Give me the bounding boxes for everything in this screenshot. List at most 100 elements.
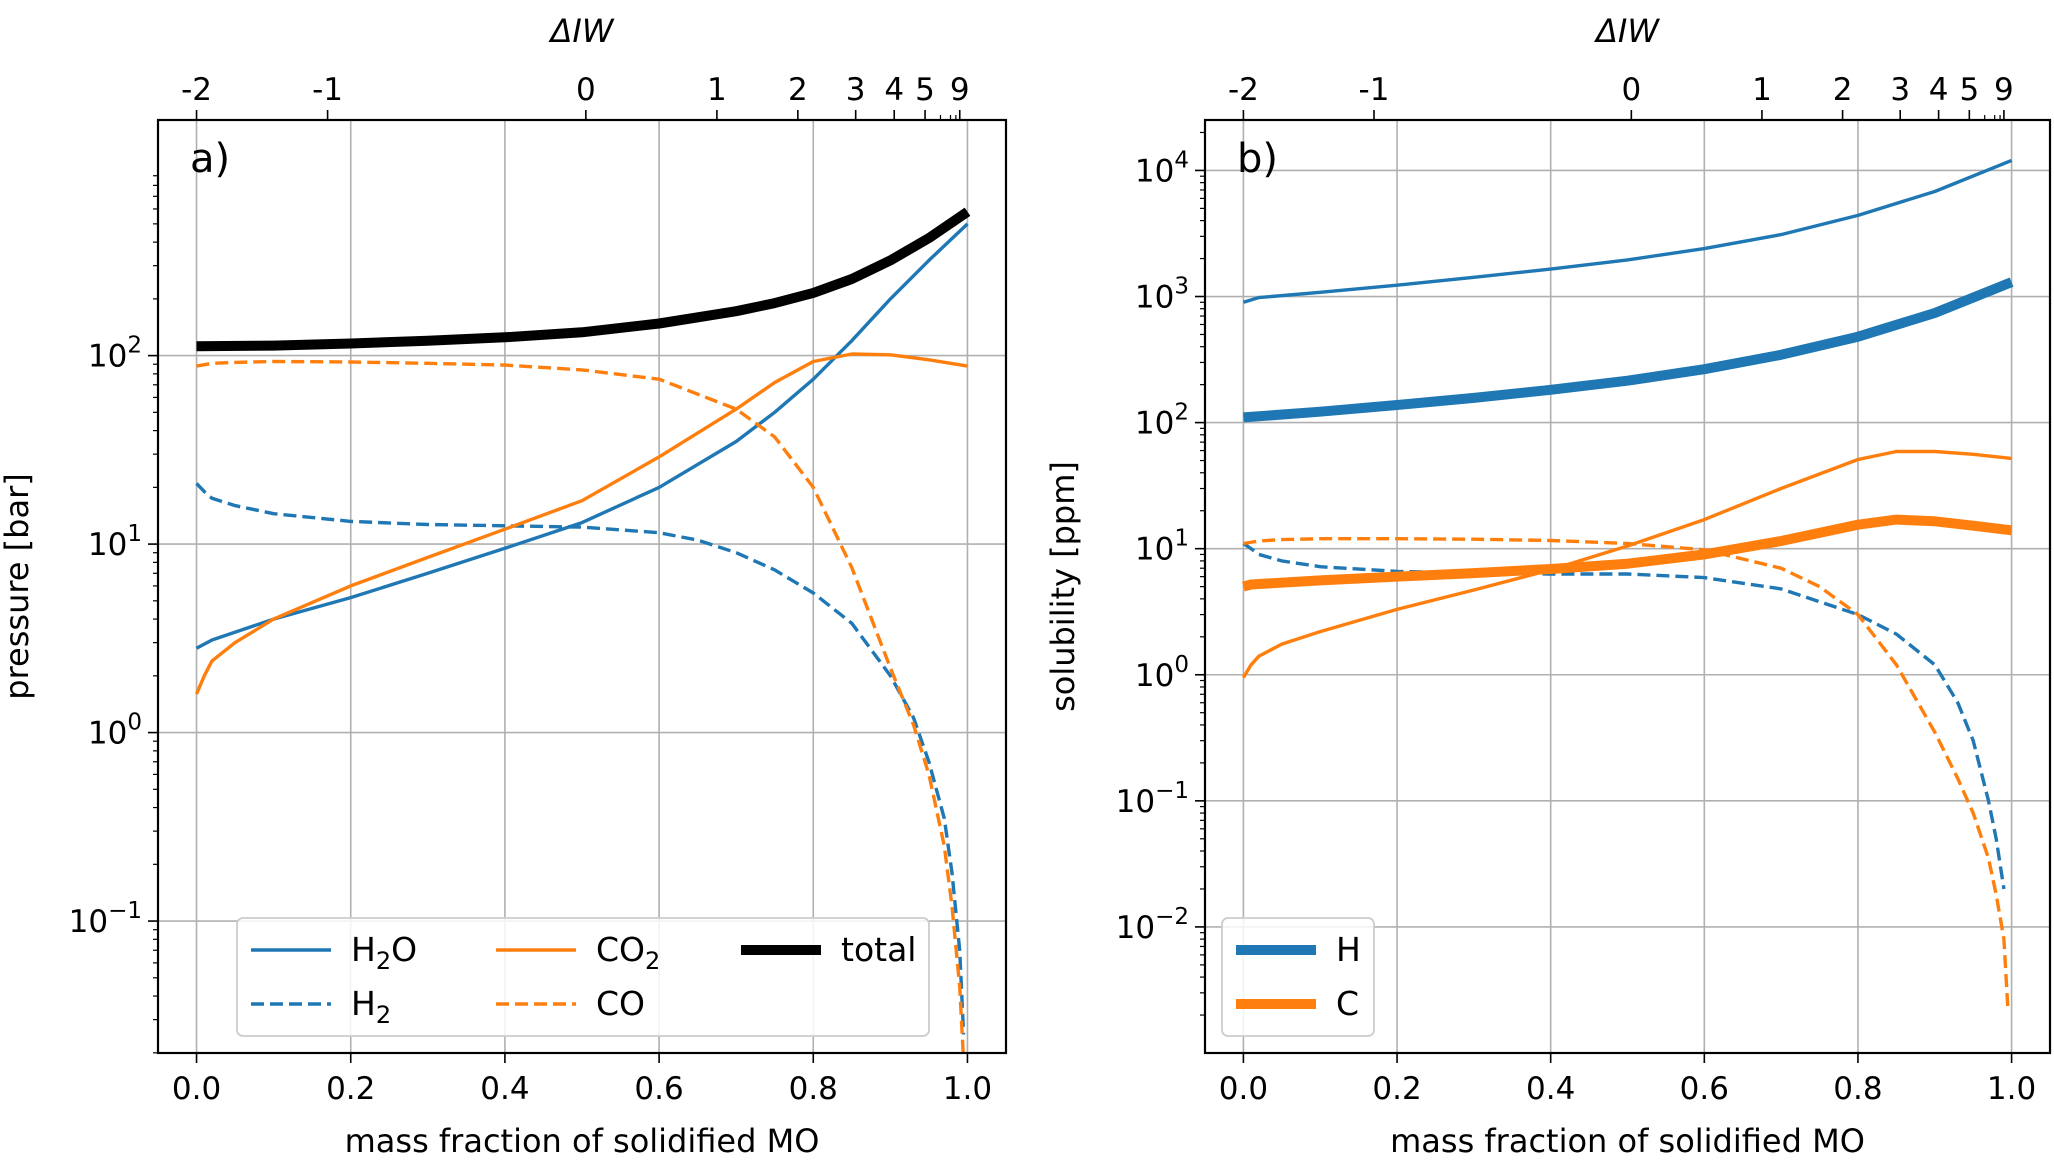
y-tick-label-exponent: 1 — [1174, 526, 1189, 552]
y-tick-label-base: 10 — [88, 716, 127, 752]
top-axis-title: ΔIW — [1593, 12, 1660, 50]
legend-label-main: H — [351, 930, 376, 969]
panel-label: a) — [190, 136, 230, 182]
x-axis-title: mass fraction of solidified MO — [1390, 1122, 1865, 1156]
y-tick-label-exponent: 0 — [1174, 652, 1189, 678]
series-line-1 — [1243, 277, 2014, 423]
x-tick-label: 0.2 — [1372, 1071, 1421, 1107]
y-tick-label-exponent: 0 — [127, 710, 142, 736]
y-tick-label-base: 10 — [1135, 406, 1174, 442]
y-axis-title: pressure [bar] — [0, 473, 36, 699]
x-tick-label: 0.8 — [789, 1071, 838, 1107]
legend-label-main: CO — [596, 984, 645, 1023]
legend-label-tail: O — [391, 930, 417, 969]
x-tick-label: 0.4 — [1526, 1071, 1575, 1107]
panel-b-solubility-chart: 0.0 0.2 0.4 0.6 0.8 1.010−210−110010110210310… — [1044, 12, 2052, 1160]
y-tick-label-exponent: 3 — [1174, 274, 1189, 300]
x-tick-label: 1.0 — [943, 1071, 992, 1107]
top-tick-label: 3 — [846, 72, 866, 108]
top-tick-label: 3 — [1890, 72, 1910, 108]
y-tick-label-exponent: −2 — [1155, 904, 1189, 930]
y-tick-label: 100 — [88, 710, 142, 752]
plot-frame — [156, 118, 1008, 1055]
series-line-5 — [1243, 537, 2010, 1008]
y-tick-label: 101 — [88, 521, 142, 563]
y-tick-label-base: 10 — [88, 527, 127, 563]
top-tick-label: 2 — [1833, 72, 1853, 108]
x-tick-label: 0.2 — [326, 1071, 375, 1107]
y-axis-title: solubility [ppm] — [1044, 461, 1082, 712]
series-line-4 — [196, 207, 971, 352]
series-line-0 — [1242, 158, 2013, 304]
y-tick-label: 101 — [1135, 526, 1189, 568]
legend-label: C — [1336, 984, 1359, 1023]
x-tick-label: 0.0 — [1219, 1071, 1268, 1107]
y-tick-label-base: 10 — [1135, 658, 1174, 694]
top-tick-label: 0 — [576, 72, 596, 108]
y-tick-label: 102 — [88, 333, 142, 375]
y-tick-label: 10−1 — [69, 898, 142, 940]
series-line-2 — [194, 352, 968, 695]
series-line-1 — [195, 482, 966, 1035]
legend-label-subscript: 2 — [376, 1001, 391, 1029]
x-axis-title: mass fraction of solidified MO — [345, 1122, 820, 1156]
y-tick-label-base: 10 — [1135, 532, 1174, 568]
top-tick-label: 5 — [915, 72, 935, 108]
y-tick-label-exponent: 2 — [1174, 400, 1189, 426]
x-tick-label: 0.6 — [1680, 1071, 1729, 1107]
top-tick-label: -2 — [181, 72, 212, 108]
x-tick-label: 0.0 — [172, 1071, 221, 1107]
legend-label-main: H — [1336, 930, 1361, 969]
x-tick-label: 0.6 — [634, 1071, 683, 1107]
plot-frame — [1203, 118, 2052, 1055]
panel-label: b) — [1237, 136, 1278, 182]
top-tick-label: 1 — [707, 72, 727, 108]
y-tick-label-exponent: 4 — [1174, 147, 1189, 173]
y-tick-label: 103 — [1135, 274, 1189, 316]
legend-label-main: H — [351, 984, 376, 1023]
top-tick-label: 0 — [1621, 72, 1641, 108]
y-tick-label-exponent: 1 — [127, 521, 142, 547]
legend-label: total — [841, 930, 916, 969]
legend-label-main: CO — [596, 930, 645, 969]
y-tick-label: 104 — [1135, 147, 1189, 189]
y-tick-label-base: 10 — [69, 904, 108, 940]
top-tick-label: 4 — [1929, 72, 1949, 108]
y-tick-label-base: 10 — [1135, 280, 1174, 316]
y-tick-label-exponent: −1 — [1155, 778, 1189, 804]
series-group — [194, 207, 971, 1053]
y-tick-label: 10−2 — [1116, 904, 1189, 946]
top-tick-label: -2 — [1228, 72, 1259, 108]
series-line-4 — [1242, 514, 2013, 592]
series-line-0 — [195, 222, 969, 650]
legend-label-main: total — [841, 930, 916, 969]
top-tick-label: -1 — [312, 72, 343, 108]
legend-label: CO — [596, 984, 645, 1023]
y-tick-label: 102 — [1135, 400, 1189, 442]
legend-label-subscript: 2 — [376, 947, 391, 975]
top-tick-label: 2 — [788, 72, 808, 108]
top-tick-label: 5 — [1959, 72, 1979, 108]
series-group — [1241, 158, 2014, 1008]
legend-label: H2 — [351, 984, 391, 1029]
legend-label-main: C — [1336, 984, 1359, 1023]
top-tick-label: -1 — [1359, 72, 1390, 108]
y-tick-label-base: 10 — [1116, 784, 1155, 820]
legend-label: H2O — [351, 930, 417, 975]
legend-label-subscript: 2 — [645, 947, 660, 975]
y-tick-label-base: 10 — [1135, 153, 1174, 189]
legend-label: H — [1336, 930, 1361, 969]
legend: HC — [1221, 917, 1375, 1037]
series-line-3 — [1241, 449, 2012, 679]
top-axis-title: ΔIW — [548, 12, 615, 50]
legend-box — [236, 917, 930, 1037]
series-line-3 — [196, 359, 965, 1053]
legend-label: CO2 — [596, 930, 660, 975]
top-tick-label: 4 — [884, 72, 904, 108]
x-tick-label: 0.4 — [480, 1071, 529, 1107]
x-tick-label: 1.0 — [1987, 1071, 2036, 1107]
y-tick-label-base: 10 — [88, 339, 127, 375]
